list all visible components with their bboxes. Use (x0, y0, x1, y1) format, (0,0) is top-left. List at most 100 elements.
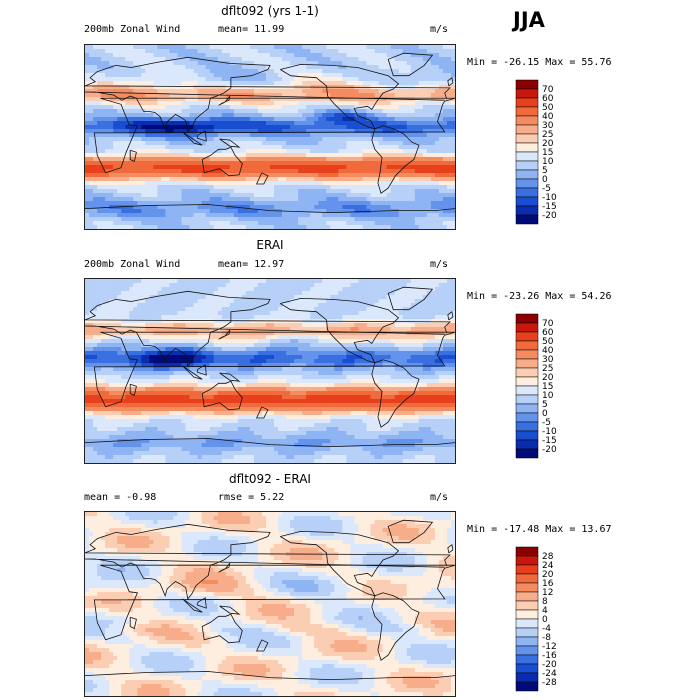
field-cell (318, 57, 323, 62)
field-cell (141, 101, 146, 106)
field-cell (221, 209, 227, 214)
field-cell (318, 189, 323, 194)
field-cell (133, 181, 138, 186)
field-cell (330, 129, 335, 134)
field-cell (113, 283, 118, 288)
field-cell (362, 173, 367, 178)
field-cell (290, 137, 295, 142)
field-cell (193, 197, 198, 202)
coastline (447, 76, 454, 87)
field-cell (165, 73, 170, 78)
field-cell (310, 299, 315, 304)
field-cell (346, 209, 351, 214)
field-cell (165, 165, 170, 170)
field-cell (121, 181, 126, 186)
field-cell (430, 185, 436, 190)
field-cell (113, 97, 118, 102)
field-cell (149, 299, 154, 304)
field-cell (274, 217, 279, 222)
field-cell (450, 189, 455, 194)
field-cell (261, 117, 267, 122)
colorbar-swatch (515, 115, 539, 126)
field-cell (334, 145, 339, 150)
field-cell (253, 181, 259, 186)
field-cell (382, 217, 387, 222)
field-cell (261, 201, 267, 206)
field-cell (201, 165, 206, 170)
field-cell (217, 85, 223, 90)
field-cell (342, 129, 347, 134)
field-cell (197, 205, 202, 210)
field-cell (89, 283, 94, 288)
colorbar-tick-label: 25 (542, 130, 553, 140)
field-cell (350, 193, 355, 198)
field-cell (386, 193, 391, 198)
field-cell (205, 125, 210, 130)
field-cell (298, 93, 303, 98)
field-cell (282, 201, 287, 206)
field-cell (161, 133, 166, 138)
field-cell (265, 45, 271, 50)
field-cell (221, 287, 227, 292)
field-cell (185, 209, 190, 214)
field-cell (438, 137, 444, 142)
field-cell (450, 105, 455, 110)
field-cell (169, 185, 174, 190)
field-cell (117, 295, 122, 300)
field-cell (229, 299, 235, 304)
field-cell (426, 225, 432, 229)
field-cell (85, 57, 90, 62)
field-cell (237, 121, 243, 126)
field-cell (438, 213, 444, 218)
field-cell (362, 287, 367, 292)
field-cell (302, 181, 307, 186)
field-cell (310, 169, 315, 174)
field-cell (129, 89, 134, 94)
field-cell (314, 295, 319, 300)
field-cell (334, 169, 339, 174)
field-cell (113, 57, 118, 62)
field-cell (197, 217, 202, 222)
field-cell (394, 217, 399, 222)
field-cell (334, 279, 339, 284)
field-cell (141, 81, 146, 86)
field-cell (173, 125, 178, 130)
field-cell (286, 225, 291, 229)
field-cell (225, 149, 231, 154)
field-cell (438, 89, 444, 94)
field-cell (225, 279, 231, 284)
field-cell (390, 45, 395, 50)
field-cell (386, 205, 391, 210)
field-cell (189, 89, 194, 94)
field-cell (173, 303, 178, 308)
field-cell (310, 97, 315, 102)
field-cell (221, 283, 227, 288)
field-cell (233, 177, 239, 182)
field-cell (97, 45, 102, 50)
field-cell (117, 169, 122, 174)
field-cell (370, 53, 375, 58)
field-cell (334, 129, 339, 134)
field-cell (330, 133, 335, 138)
field-cell (253, 169, 259, 174)
field-cell (145, 129, 150, 134)
field-cell (141, 221, 146, 226)
field-cell (414, 137, 420, 142)
field-cell (125, 287, 130, 292)
field-cell (157, 105, 162, 110)
field-cell (354, 125, 359, 130)
field-cell (442, 45, 448, 50)
field-cell (93, 173, 98, 178)
field-cell (241, 283, 247, 288)
field-cell (213, 279, 219, 284)
field-cell (362, 193, 367, 198)
field-cell (233, 73, 239, 78)
field-cell (157, 169, 162, 174)
field-cell (181, 165, 186, 170)
field-cell (434, 225, 440, 229)
field-cell (193, 161, 198, 166)
field-cell (442, 295, 448, 300)
field-cell (117, 221, 122, 226)
field-cell (113, 307, 118, 312)
field-cell (278, 97, 283, 102)
